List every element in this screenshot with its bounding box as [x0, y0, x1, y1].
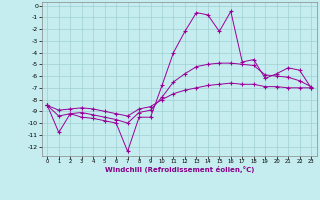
X-axis label: Windchill (Refroidissement éolien,°C): Windchill (Refroidissement éolien,°C) — [105, 166, 254, 173]
